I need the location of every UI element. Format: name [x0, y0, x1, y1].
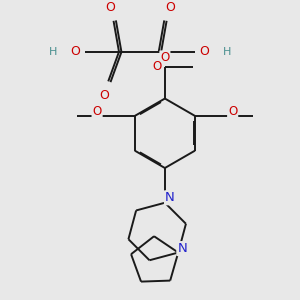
Text: O: O — [71, 45, 80, 58]
Text: O: O — [100, 89, 109, 102]
Text: H: H — [49, 47, 58, 57]
Text: N: N — [165, 191, 175, 204]
Text: O: O — [228, 105, 237, 119]
Text: O: O — [92, 105, 102, 119]
Text: O: O — [166, 1, 175, 14]
Text: N: N — [177, 242, 187, 255]
Text: O: O — [160, 51, 170, 64]
Text: O: O — [152, 60, 162, 73]
Text: O: O — [105, 1, 115, 14]
Text: H: H — [222, 47, 231, 57]
Text: O: O — [200, 45, 209, 58]
